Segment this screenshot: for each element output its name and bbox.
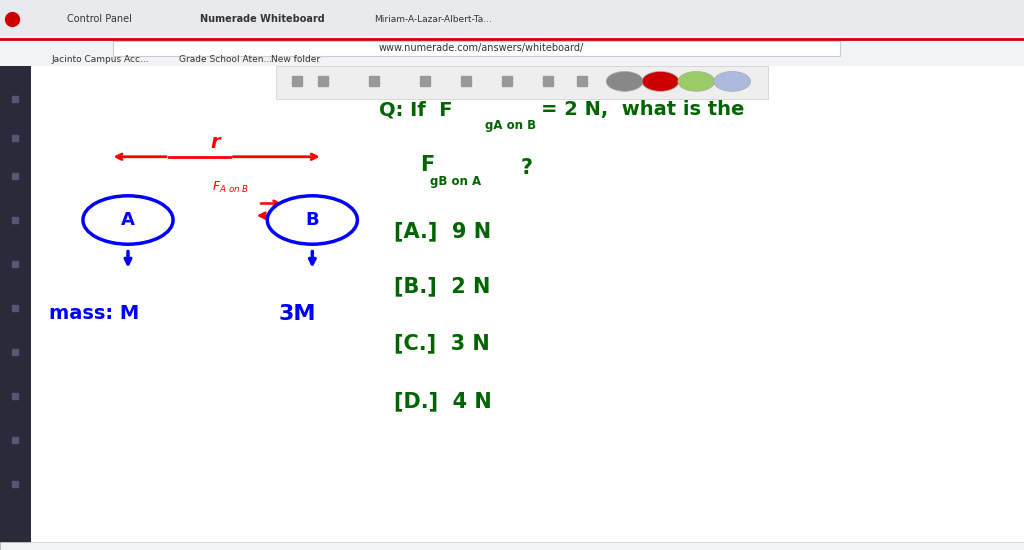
Text: = 2 N,  what is the: = 2 N, what is the bbox=[541, 101, 744, 119]
Bar bbox=[0, 0, 1024, 36]
Bar bbox=[0, 0, 1024, 66]
Bar bbox=[113, 41, 840, 56]
Text: [D.]  4 N: [D.] 4 N bbox=[394, 392, 492, 411]
Circle shape bbox=[714, 72, 751, 91]
Text: gB on A: gB on A bbox=[430, 175, 481, 188]
Circle shape bbox=[267, 196, 357, 244]
Text: r: r bbox=[210, 134, 220, 152]
Bar bbox=[0, 542, 1024, 550]
Text: Jacinto Campus Acc...: Jacinto Campus Acc... bbox=[51, 55, 148, 64]
Text: New folder: New folder bbox=[271, 55, 321, 64]
Text: mass: M: mass: M bbox=[49, 304, 139, 323]
Text: B: B bbox=[305, 211, 319, 229]
Text: F: F bbox=[420, 155, 434, 175]
Text: [B.]  2 N: [B.] 2 N bbox=[394, 276, 490, 296]
Text: 3M: 3M bbox=[279, 304, 316, 323]
Text: Grade School Aten...: Grade School Aten... bbox=[179, 55, 272, 64]
Text: gA on B: gA on B bbox=[485, 119, 537, 132]
Circle shape bbox=[83, 196, 173, 244]
Bar bbox=[0, 66, 31, 550]
Text: Numerade Whiteboard: Numerade Whiteboard bbox=[200, 14, 325, 24]
Circle shape bbox=[642, 72, 679, 91]
Text: www.numerade.com/answers/whiteboard/: www.numerade.com/answers/whiteboard/ bbox=[379, 43, 584, 53]
Circle shape bbox=[678, 72, 715, 91]
Text: $F_{A\ on\ B}$: $F_{A\ on\ B}$ bbox=[212, 179, 249, 195]
Text: [C.]  3 N: [C.] 3 N bbox=[394, 334, 490, 354]
Circle shape bbox=[606, 72, 643, 91]
Text: A: A bbox=[121, 211, 135, 229]
Text: ?: ? bbox=[520, 158, 532, 178]
Text: Miriam-A-Lazar-Albert-Ta...: Miriam-A-Lazar-Albert-Ta... bbox=[374, 15, 492, 24]
Bar bbox=[276, 66, 768, 99]
Text: [A.]  9 N: [A.] 9 N bbox=[394, 221, 492, 241]
Text: Control Panel: Control Panel bbox=[67, 14, 131, 24]
Text: Q: If  F: Q: If F bbox=[379, 101, 453, 119]
